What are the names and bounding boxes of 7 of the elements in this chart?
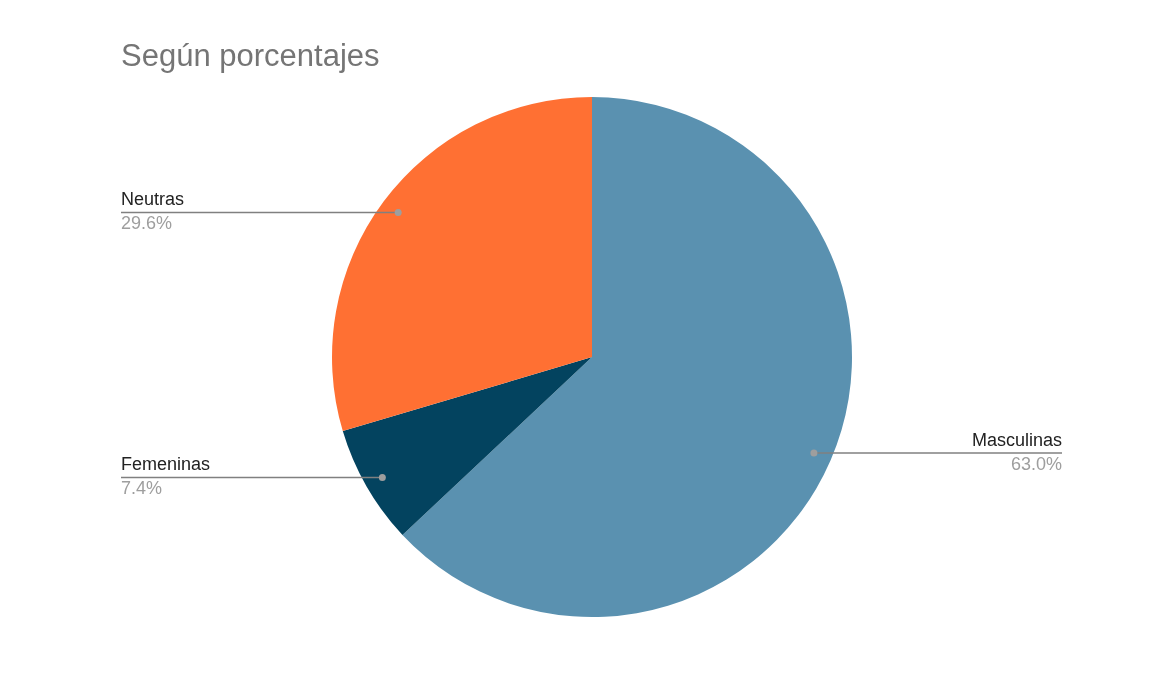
data-label: 29.6% [121, 213, 173, 234]
slice-label: Neutras [121, 189, 185, 210]
slice-label: Femeninas [121, 454, 211, 475]
data-label: 63.0% [1010, 454, 1062, 474]
chart-title: Según porcentajes [121, 38, 380, 74]
slice-label: Masculinas [971, 430, 1062, 450]
data-label: 7.4% [121, 478, 163, 499]
